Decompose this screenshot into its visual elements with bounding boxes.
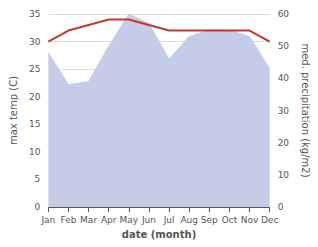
svg-text:Jan: Jan: [40, 215, 55, 225]
svg-text:30: 30: [278, 106, 290, 116]
svg-text:10: 10: [29, 147, 41, 157]
svg-text:Nov: Nov: [241, 215, 259, 225]
svg-text:50: 50: [278, 41, 290, 51]
svg-text:date (month): date (month): [122, 229, 196, 240]
svg-text:25: 25: [29, 64, 40, 74]
svg-text:0: 0: [278, 202, 284, 212]
svg-text:40: 40: [278, 73, 290, 83]
svg-text:Dec: Dec: [261, 215, 278, 225]
svg-text:35: 35: [29, 9, 40, 19]
svg-text:May: May: [120, 215, 139, 225]
svg-text:0: 0: [35, 202, 41, 212]
svg-text:60: 60: [278, 9, 290, 19]
svg-text:5: 5: [35, 174, 41, 184]
svg-text:Oct: Oct: [222, 215, 238, 225]
svg-text:Jul: Jul: [163, 215, 175, 225]
svg-text:30: 30: [29, 37, 41, 47]
svg-text:Mar: Mar: [80, 215, 97, 225]
svg-text:Sep: Sep: [201, 215, 218, 225]
svg-text:Aug: Aug: [180, 215, 198, 225]
svg-text:20: 20: [278, 138, 290, 148]
svg-text:20: 20: [29, 92, 41, 102]
svg-text:med. precipitation (kg/m2): med. precipitation (kg/m2): [300, 43, 311, 177]
svg-text:10: 10: [278, 170, 290, 180]
svg-text:Apr: Apr: [101, 215, 117, 225]
svg-text:15: 15: [29, 119, 40, 129]
svg-text:Feb: Feb: [61, 215, 77, 225]
svg-text:max temp (C): max temp (C): [8, 76, 19, 145]
svg-text:Jun: Jun: [141, 215, 156, 225]
